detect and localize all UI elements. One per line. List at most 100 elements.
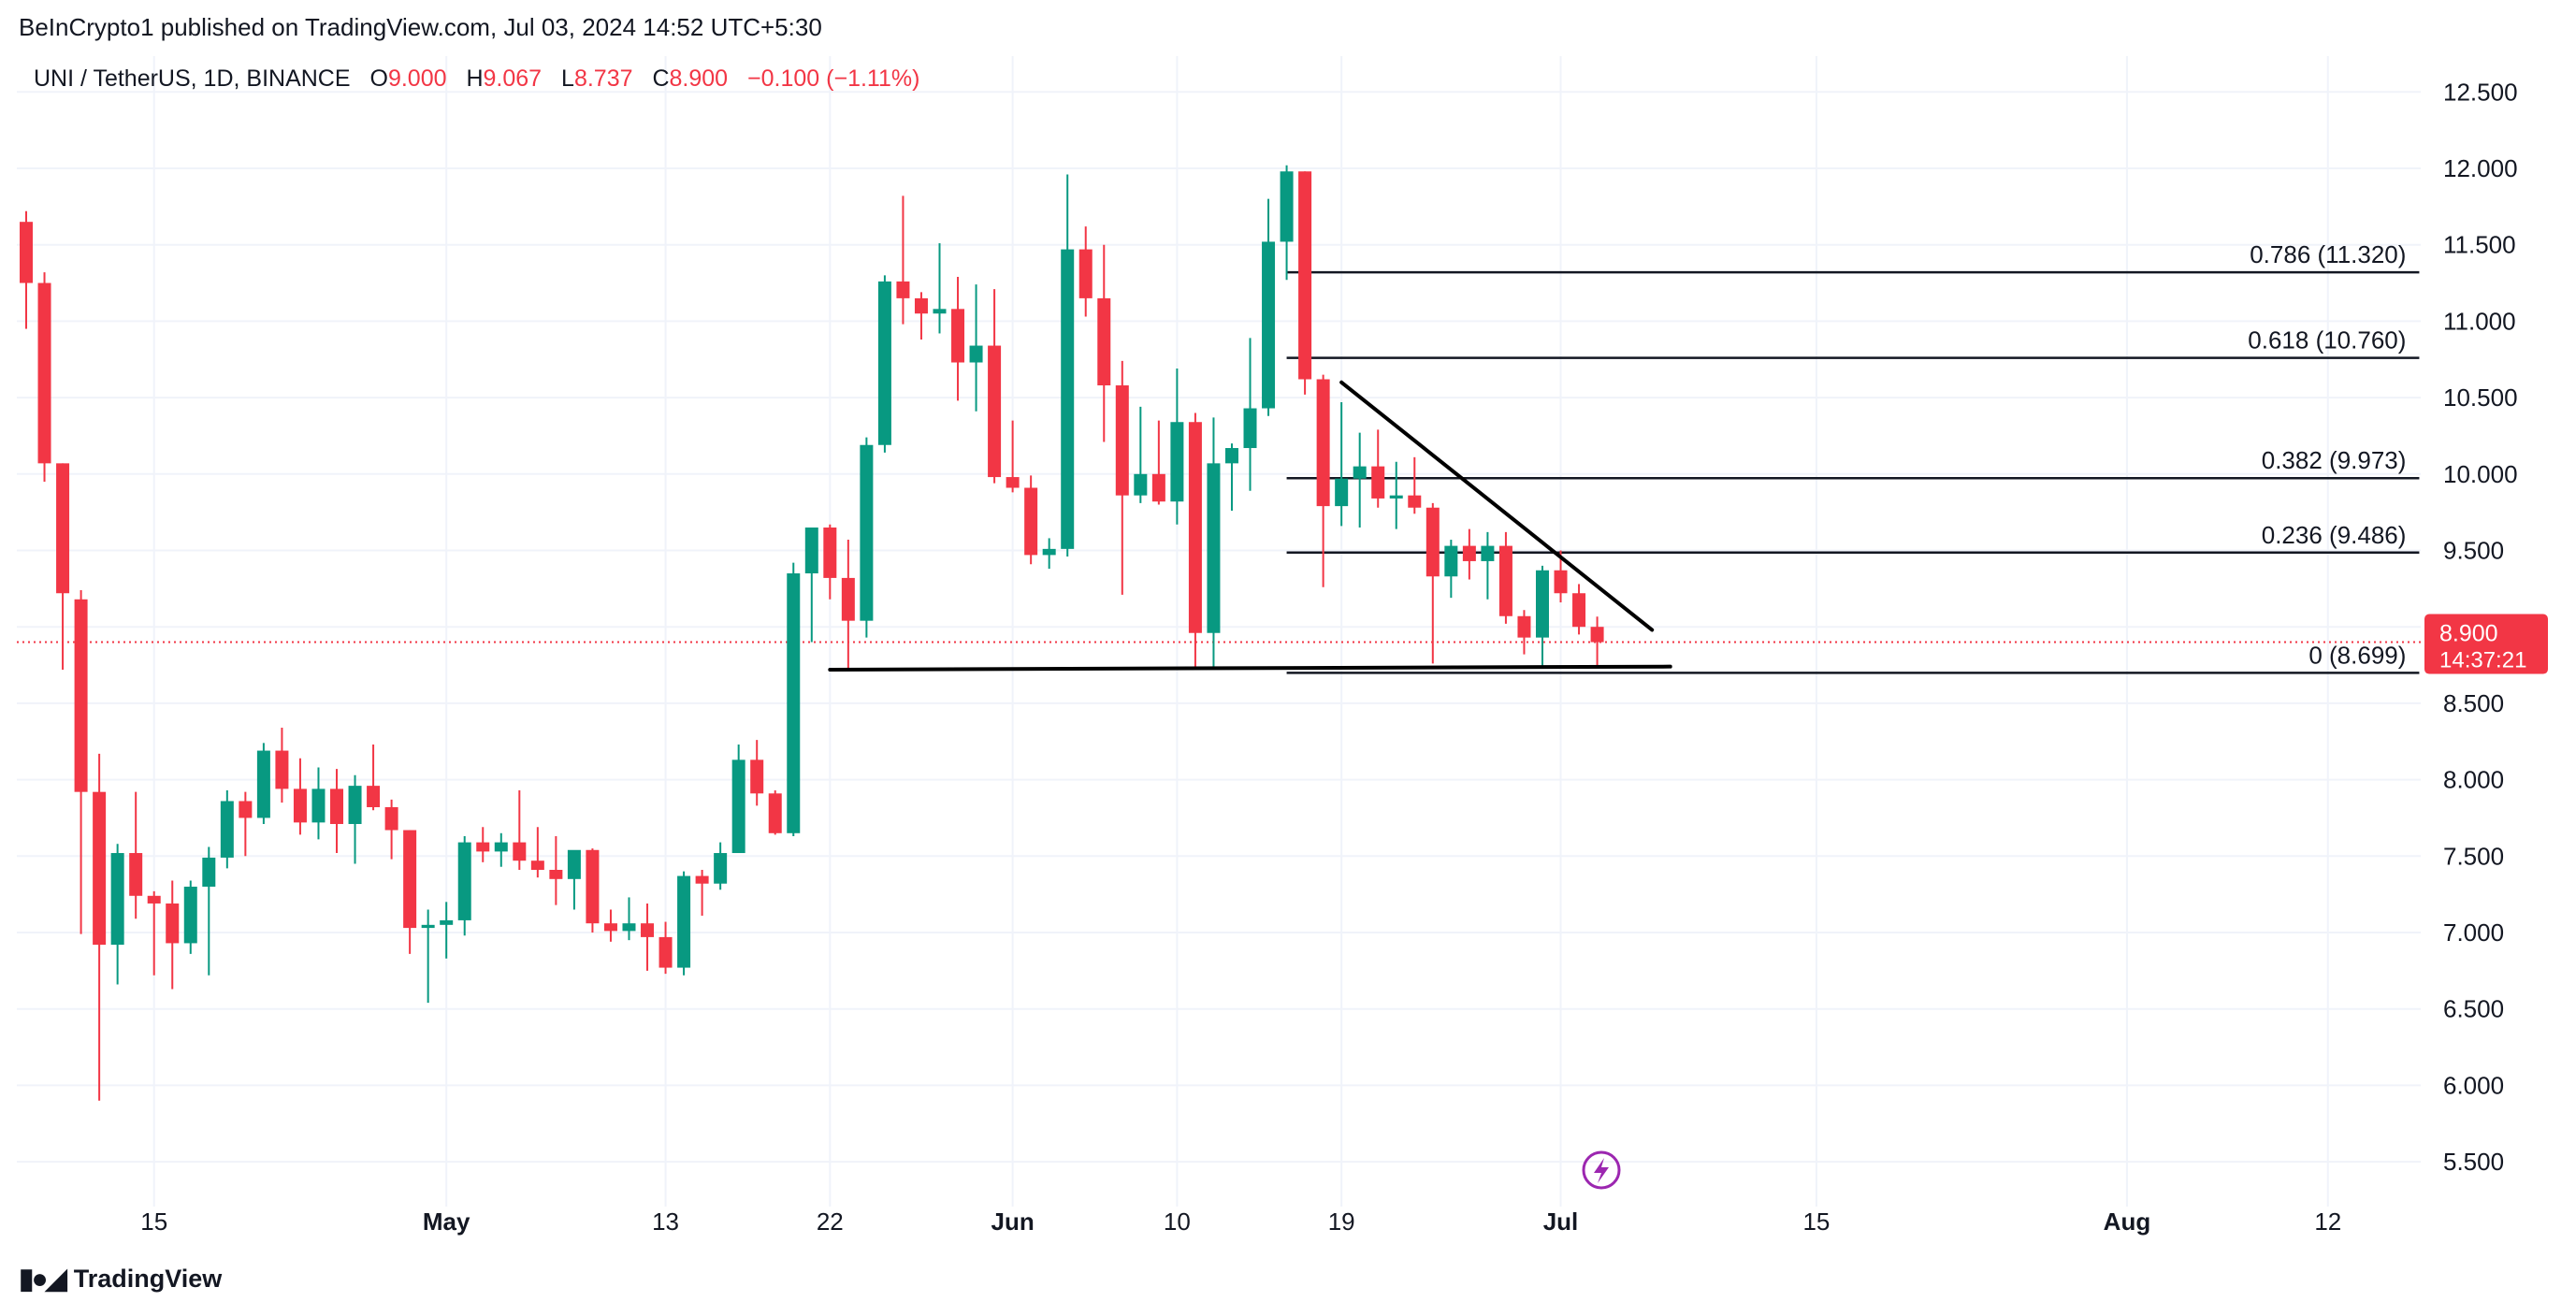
candle-body bbox=[220, 801, 234, 858]
open-value: 9.000 bbox=[387, 65, 447, 92]
candle-body bbox=[804, 527, 818, 574]
candle-body bbox=[1353, 466, 1367, 479]
candle-body bbox=[239, 801, 253, 818]
candle-body bbox=[1335, 478, 1349, 507]
trendlines[interactable] bbox=[828, 380, 1672, 672]
candle-body bbox=[440, 919, 454, 925]
candle-body bbox=[1517, 615, 1531, 638]
tradingview-logo[interactable]: ▮●◢ TradingView bbox=[19, 1263, 222, 1295]
y-tick-label: 12.500 bbox=[2443, 78, 2518, 106]
price-badge-background bbox=[2424, 614, 2548, 674]
y-tick-label: 8.500 bbox=[2443, 689, 2504, 717]
fibonacci-retracement[interactable]: 0.786 (11.320) 0.618 (10.760) 0.382 (9.973… bbox=[1286, 240, 2420, 674]
candle-body bbox=[622, 923, 636, 932]
candle-body bbox=[1462, 545, 1476, 561]
candle-body bbox=[768, 793, 782, 833]
trendline-horizontal-support bbox=[828, 664, 1672, 672]
candle-body bbox=[93, 791, 107, 946]
price-badge: 8.900 14:37:21 bbox=[2424, 614, 2548, 674]
candle-body bbox=[494, 842, 508, 852]
y-tick-label: 10.000 bbox=[2443, 460, 2518, 488]
lightning-icon-bolt bbox=[1594, 1158, 1609, 1183]
y-tick-label: 8.000 bbox=[2443, 766, 2504, 794]
x-tick-label: Jun bbox=[991, 1208, 1035, 1236]
candle-body bbox=[896, 281, 910, 298]
x-tick-label: 15 bbox=[1802, 1208, 1830, 1236]
candle-body bbox=[275, 750, 289, 789]
candle-body bbox=[1280, 171, 1294, 242]
y-tick-label: 6.500 bbox=[2443, 995, 2504, 1023]
candle-body bbox=[951, 309, 965, 363]
candle-body bbox=[1170, 422, 1184, 502]
fib-level-label: 0.236 (9.486) bbox=[2262, 521, 2407, 549]
candle-body bbox=[860, 444, 874, 621]
y-tick-label: 11.500 bbox=[2443, 231, 2516, 259]
candle-body bbox=[1535, 570, 1549, 638]
candle-body bbox=[1115, 385, 1129, 496]
candle-body bbox=[695, 875, 709, 884]
candle-body bbox=[877, 281, 891, 445]
candle-body bbox=[549, 870, 563, 879]
candle-body bbox=[1188, 422, 1202, 633]
candle-body bbox=[841, 577, 855, 621]
candle-body bbox=[256, 750, 270, 818]
price-badge-countdown: 14:37:21 bbox=[2439, 648, 2526, 673]
trendline-descending-resistance bbox=[1339, 380, 1655, 632]
symbol-name[interactable]: UNI / TetherUS, 1D, BINANCE bbox=[34, 65, 351, 92]
candle-body bbox=[787, 573, 801, 833]
candle-body bbox=[1371, 466, 1385, 499]
candle-body bbox=[367, 786, 381, 808]
candle-body bbox=[1006, 477, 1020, 488]
candle-body bbox=[202, 857, 216, 887]
candle-body bbox=[1061, 249, 1075, 549]
candle-body bbox=[677, 875, 691, 968]
candle-body bbox=[476, 842, 490, 852]
candle-body bbox=[311, 788, 326, 823]
y-tick-label: 9.500 bbox=[2443, 537, 2504, 565]
candle-body bbox=[1042, 548, 1056, 556]
candle-body bbox=[1078, 249, 1093, 298]
price-badge-price: 8.900 bbox=[2439, 621, 2498, 647]
low-label: L bbox=[561, 65, 574, 92]
candle-body bbox=[74, 599, 88, 792]
symbol-legend: UNI / TetherUS, 1D, BINANCE O9.000 H9.06… bbox=[34, 65, 919, 93]
candle-body bbox=[1207, 463, 1221, 633]
candle-body bbox=[1316, 379, 1330, 507]
candle-body bbox=[384, 807, 398, 831]
candle-body bbox=[1298, 171, 1312, 380]
candle-body bbox=[330, 788, 344, 824]
x-tick-label: 13 bbox=[652, 1208, 679, 1236]
lightning-icon[interactable] bbox=[1582, 1150, 1621, 1190]
candle-body bbox=[166, 903, 180, 944]
x-tick-label: 15 bbox=[140, 1208, 167, 1236]
candle-body bbox=[1554, 570, 1568, 594]
candle-body bbox=[293, 788, 307, 823]
y-axis: 5.5006.0006.5007.0007.5008.0008.5009.000… bbox=[2443, 78, 2518, 1176]
y-tick-label: 7.000 bbox=[2443, 918, 2504, 947]
candle-body bbox=[1590, 627, 1604, 643]
publish-info: BeInCrypto1 published on TradingView.com… bbox=[19, 13, 822, 41]
candle-body bbox=[823, 527, 837, 578]
candle-body bbox=[513, 842, 527, 861]
candle-body bbox=[586, 849, 600, 924]
candle-body bbox=[1481, 545, 1495, 561]
candle-body bbox=[1572, 593, 1586, 628]
candle-body bbox=[129, 853, 143, 896]
change-value: −0.100 (−1.11%) bbox=[747, 65, 920, 92]
y-tick-label: 6.000 bbox=[2443, 1071, 2504, 1099]
lightning-icon-ring bbox=[1582, 1150, 1621, 1190]
candle-body bbox=[1024, 487, 1038, 556]
candle-body bbox=[530, 860, 544, 871]
high-label: H bbox=[466, 65, 484, 92]
candle-body bbox=[1134, 473, 1148, 496]
candle-body bbox=[20, 222, 33, 283]
candle-body bbox=[457, 842, 471, 920]
x-tick-label: 12 bbox=[2314, 1208, 2341, 1236]
candle-body bbox=[421, 924, 435, 929]
fib-level-label: 0 (8.699) bbox=[2308, 641, 2406, 669]
candle-body bbox=[750, 759, 764, 794]
close-value: 8.900 bbox=[669, 65, 729, 92]
candle-body bbox=[56, 463, 70, 594]
candle-body bbox=[1151, 473, 1165, 502]
